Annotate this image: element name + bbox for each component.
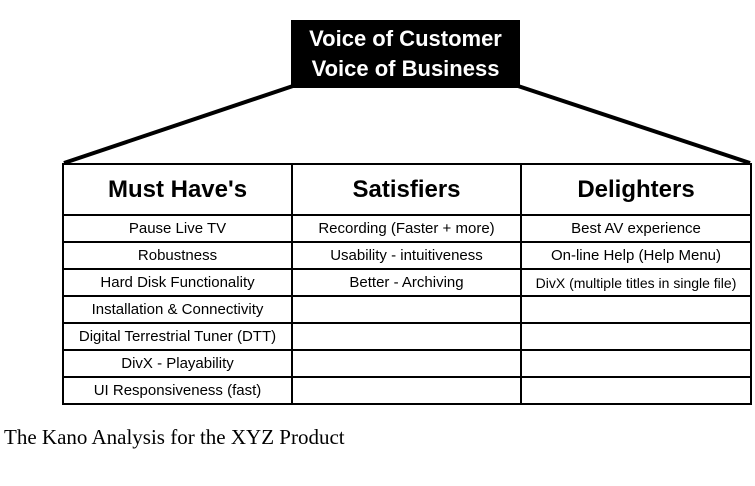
satisfier-cell <box>291 349 522 378</box>
table-row: Robustness Usability - intuitiveness On-… <box>62 241 752 270</box>
delighter-cell: Best AV experience <box>520 214 752 243</box>
must-have-cell: Hard Disk Functionality <box>62 268 293 297</box>
satisfier-cell <box>291 322 522 351</box>
must-have-cell: Digital Terrestrial Tuner (DTT) <box>62 322 293 351</box>
title-line-2: Voice of Business <box>311 56 500 81</box>
table-row: UI Responsiveness (fast) <box>62 376 752 405</box>
title-box: Voice of Customer Voice of Business <box>291 20 520 88</box>
header-delighters: Delighters <box>520 163 752 216</box>
satisfier-cell <box>291 376 522 405</box>
delighter-cell: On-line Help (Help Menu) <box>520 241 752 270</box>
table-row: Digital Terrestrial Tuner (DTT) <box>62 322 752 351</box>
table-row: Installation & Connectivity <box>62 295 752 324</box>
table-row: Pause Live TV Recording (Faster + more) … <box>62 214 752 243</box>
must-have-cell: Robustness <box>62 241 293 270</box>
satisfier-cell: Better - Archiving <box>291 268 522 297</box>
kano-table: Must Have's Satisfiers Delighters Pause … <box>62 163 752 405</box>
delighter-cell: DivX (multiple titles in single file) <box>520 268 752 297</box>
delighter-cell <box>520 295 752 324</box>
satisfier-cell: Usability - intuitiveness <box>291 241 522 270</box>
header-row: Must Have's Satisfiers Delighters <box>62 163 752 216</box>
must-have-cell: Pause Live TV <box>62 214 293 243</box>
delighter-cell <box>520 349 752 378</box>
header-must-haves: Must Have's <box>62 163 293 216</box>
satisfier-cell: Recording (Faster + more) <box>291 214 522 243</box>
title-line-1: Voice of Customer <box>309 26 502 51</box>
delighter-cell <box>520 376 752 405</box>
satisfier-cell <box>291 295 522 324</box>
must-have-cell: UI Responsiveness (fast) <box>62 376 293 405</box>
figure-caption: The Kano Analysis for the XYZ Product <box>4 425 345 449</box>
must-have-cell: DivX - Playability <box>62 349 293 378</box>
delighter-cell <box>520 322 752 351</box>
table-row: Hard Disk Functionality Better - Archivi… <box>62 268 752 297</box>
roof-right-line <box>517 84 751 165</box>
must-have-cell: Installation & Connectivity <box>62 295 293 324</box>
table-row: DivX - Playability <box>62 349 752 378</box>
header-satisfiers: Satisfiers <box>291 163 522 216</box>
roof-left-line <box>63 84 294 165</box>
